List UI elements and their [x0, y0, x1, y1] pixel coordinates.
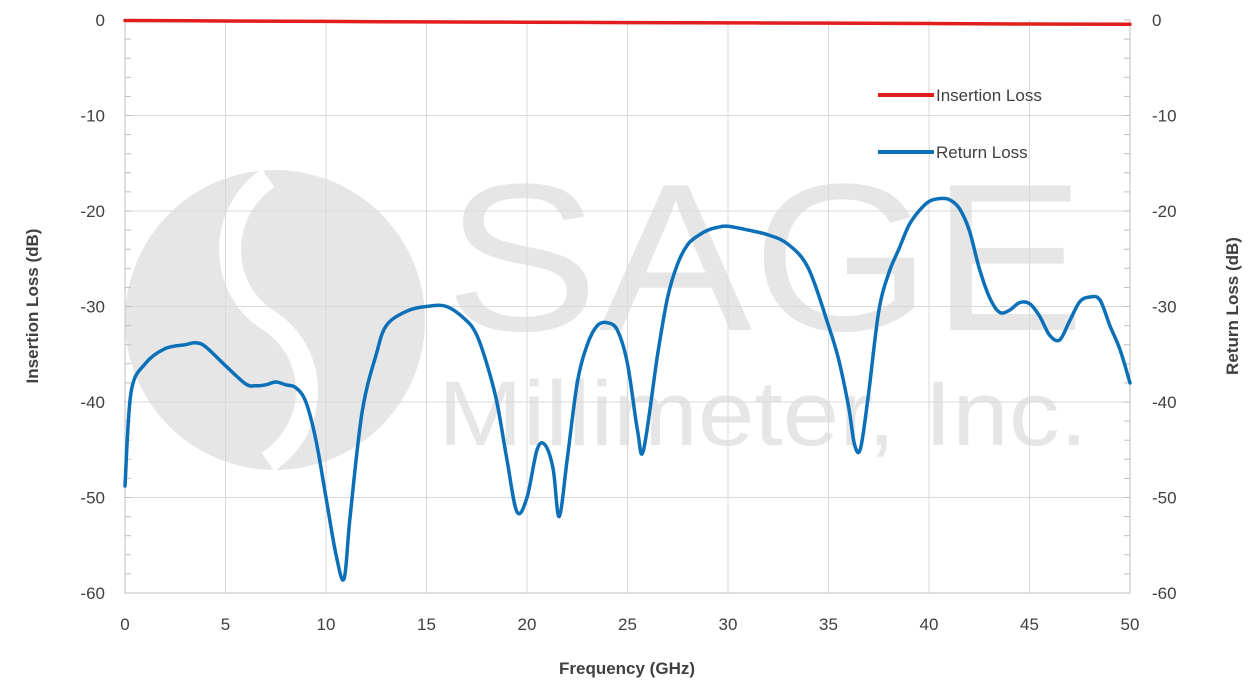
x-tick-label: 50	[1121, 615, 1140, 634]
legend-label-insertion-loss: Insertion Loss	[936, 86, 1042, 105]
x-tick-label: 45	[1020, 615, 1039, 634]
watermark-logo-swoosh	[219, 168, 318, 472]
y-right-tick-label: -40	[1152, 393, 1177, 412]
y-right-tick-label: -30	[1152, 298, 1177, 317]
x-tick-label: 40	[920, 615, 939, 634]
y-right-tick-label: -10	[1152, 107, 1177, 126]
grid-layer	[125, 20, 1130, 593]
y-left-tick-label: -40	[80, 393, 105, 412]
y-left-tick-label: -30	[80, 298, 105, 317]
series-layer	[123, 18, 1132, 582]
y-right-tick-label: -20	[1152, 202, 1177, 221]
y-left-tick-label: -50	[80, 489, 105, 508]
watermark-text-sage: SAGE	[445, 140, 1085, 375]
legend: Insertion Loss Return Loss	[878, 86, 1042, 162]
legend-label-return-loss: Return Loss	[936, 143, 1028, 162]
axes-layer: 0 5 10 15 20 25 30 35 40 45 50 0 -10 -20 -30 -40 -50 -60 0…	[80, 11, 1176, 634]
y-axis-right-title: Return Loss (dB)	[1223, 237, 1242, 375]
y-right-tick-label: 0	[1152, 11, 1161, 30]
x-tick-label: 5	[221, 615, 230, 634]
y-right-tick-label: -50	[1152, 489, 1177, 508]
y-left-tick-label: -10	[80, 107, 105, 126]
x-tick-label: 35	[819, 615, 838, 634]
series-line-return-loss	[123, 196, 1132, 582]
series-line-insertion-loss	[123, 18, 1132, 27]
x-tick-label: 10	[317, 615, 336, 634]
x-tick-label: 20	[518, 615, 537, 634]
y-left-tick-label: -20	[80, 202, 105, 221]
x-tick-label: 25	[618, 615, 637, 634]
x-axis-title: Frequency (GHz)	[559, 659, 695, 678]
y-axis-left-title: Insertion Loss (dB)	[23, 229, 42, 384]
y-left-tick-label: -60	[80, 584, 105, 603]
y-right-tick-label: -60	[1152, 584, 1177, 603]
x-tick-label: 15	[417, 615, 436, 634]
y-left-tick-label: 0	[96, 11, 105, 30]
x-tick-label: 0	[120, 615, 129, 634]
x-tick-label: 30	[719, 615, 738, 634]
watermark: SAGE Millimeter, Inc.	[125, 140, 1088, 472]
